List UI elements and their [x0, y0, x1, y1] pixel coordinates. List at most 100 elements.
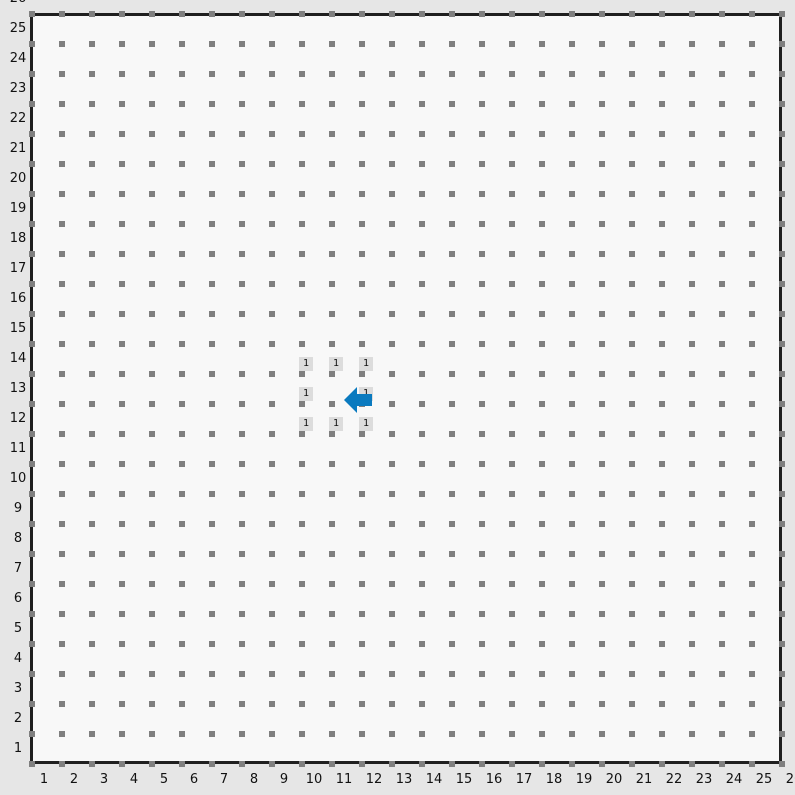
grid-dot	[239, 221, 245, 227]
grid-dot	[449, 311, 455, 317]
y-axis-label: 12	[9, 411, 27, 426]
grid-dot	[299, 641, 305, 647]
grid-dot	[749, 671, 755, 677]
grid-dot	[779, 641, 785, 647]
grid-dot	[509, 761, 515, 767]
grid-dot	[749, 581, 755, 587]
grid-dot	[119, 11, 125, 17]
grid-dot	[329, 491, 335, 497]
grid-dot	[209, 71, 215, 77]
grid-dot	[479, 581, 485, 587]
grid-dot	[629, 491, 635, 497]
grid-dot	[659, 251, 665, 257]
grid-dot	[479, 161, 485, 167]
grid-dot	[239, 461, 245, 467]
grid-dot	[779, 701, 785, 707]
grid-dot	[689, 731, 695, 737]
grid-dot	[59, 41, 65, 47]
grid-dot	[89, 371, 95, 377]
x-axis-label: 17	[515, 772, 533, 787]
grid-dot	[89, 131, 95, 137]
grid-dot	[779, 551, 785, 557]
grid-dot	[179, 11, 185, 17]
grid-dot	[299, 761, 305, 767]
grid-dot	[359, 701, 365, 707]
grid-dot	[89, 221, 95, 227]
grid-dot	[449, 131, 455, 137]
y-axis-label: 23	[9, 81, 27, 96]
grid-dot	[659, 191, 665, 197]
grid-dot	[269, 401, 275, 407]
grid-dot	[179, 701, 185, 707]
grid-dot	[239, 671, 245, 677]
grid-dot	[569, 71, 575, 77]
grid-dot	[29, 581, 35, 587]
grid-dot	[479, 251, 485, 257]
neighbor-value: 1	[359, 357, 373, 371]
grid-dot	[479, 281, 485, 287]
grid-dot	[479, 671, 485, 677]
grid-dot	[509, 191, 515, 197]
grid-dot	[299, 341, 305, 347]
grid-dot	[779, 101, 785, 107]
grid-dot	[29, 611, 35, 617]
grid-dot	[419, 221, 425, 227]
grid-dot	[779, 371, 785, 377]
grid-dot	[779, 71, 785, 77]
grid-dot	[419, 341, 425, 347]
grid-dot	[659, 701, 665, 707]
grid-dot	[449, 701, 455, 707]
grid-dot	[719, 221, 725, 227]
grid-dot	[59, 371, 65, 377]
grid-dot	[509, 671, 515, 677]
grid-dot	[419, 551, 425, 557]
grid-dot	[719, 41, 725, 47]
grid-dot	[29, 671, 35, 677]
grid-dot	[659, 221, 665, 227]
grid-dot	[749, 431, 755, 437]
grid-dot	[659, 41, 665, 47]
grid-dot	[629, 101, 635, 107]
grid-dot	[539, 401, 545, 407]
grid-dot	[29, 701, 35, 707]
grid-dot	[329, 551, 335, 557]
grid-dot	[569, 11, 575, 17]
grid-dot	[719, 671, 725, 677]
y-axis-label: 26	[6, 0, 30, 6]
grid-dot	[779, 461, 785, 467]
grid-dot	[479, 71, 485, 77]
y-axis-label: 19	[9, 201, 27, 216]
grid-dot	[179, 761, 185, 767]
grid-dot	[509, 431, 515, 437]
grid-dot	[209, 701, 215, 707]
grid-dot	[509, 521, 515, 527]
grid-dot	[59, 311, 65, 317]
grid-dot	[29, 641, 35, 647]
grid-dot	[539, 371, 545, 377]
grid-dot	[569, 551, 575, 557]
grid-dot	[629, 281, 635, 287]
grid-dot	[269, 761, 275, 767]
grid-dot	[479, 101, 485, 107]
grid-dot	[419, 251, 425, 257]
grid-dot	[719, 431, 725, 437]
grid-dot	[269, 641, 275, 647]
grid-dot	[449, 11, 455, 17]
grid-dot	[29, 761, 35, 767]
grid-dot	[689, 191, 695, 197]
grid-dot	[59, 11, 65, 17]
grid-dot	[479, 41, 485, 47]
grid-dot	[359, 641, 365, 647]
grid-dot	[599, 761, 605, 767]
grid-dot	[299, 671, 305, 677]
grid-dot	[179, 581, 185, 587]
x-axis-label: 10	[305, 772, 323, 787]
grid-dot	[299, 101, 305, 107]
grid-dot	[149, 131, 155, 137]
grid-dot	[419, 521, 425, 527]
grid-dot	[89, 11, 95, 17]
grid-dot	[119, 341, 125, 347]
grid-dot	[449, 491, 455, 497]
grid-dot	[779, 131, 785, 137]
grid-dot	[659, 581, 665, 587]
